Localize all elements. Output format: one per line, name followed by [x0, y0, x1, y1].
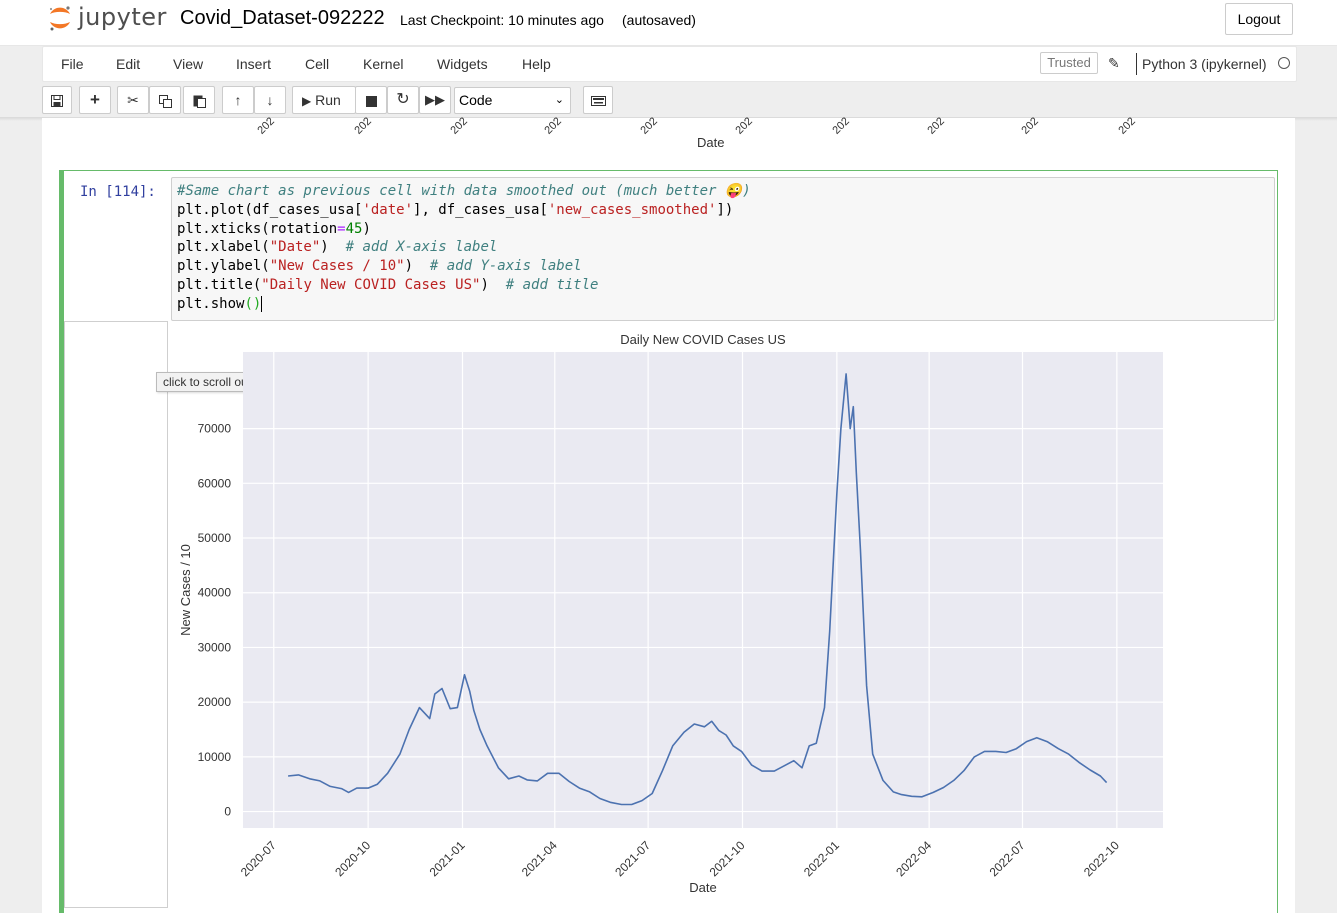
insert-cell-button[interactable]: + [79, 86, 111, 114]
move-up-button[interactable]: ↑ [222, 86, 254, 114]
interrupt-button[interactable] [355, 86, 387, 114]
code-line: plt.xticks(rotation=45) [177, 220, 371, 237]
menu-widgets[interactable]: Widgets [437, 56, 488, 72]
prev-tick-label: 202 [830, 115, 852, 137]
y-tick-label: 0 [224, 805, 231, 819]
x-tick-label: 2022-07 [987, 838, 1028, 879]
menu-file[interactable]: File [61, 56, 84, 72]
y-tick-label: 30000 [198, 640, 232, 654]
prev-tick-label: 202 [352, 115, 374, 137]
copy-button[interactable] [149, 86, 181, 114]
x-tick-label: 2022-01 [801, 838, 842, 879]
y-tick-label: 10000 [198, 750, 232, 764]
restart-run-all-button[interactable]: ▶▶ [419, 86, 451, 114]
autosave-status: (autosaved) [622, 12, 696, 28]
kernel-name[interactable]: Python 3 (ipykernel) [1142, 56, 1267, 72]
cut-button[interactable]: ✂ [117, 86, 149, 114]
save-icon [51, 95, 63, 108]
x-tick-label: 2022-10 [1081, 838, 1122, 879]
keyboard-icon [590, 96, 606, 107]
x-axis-label: Date [689, 880, 716, 895]
paste-button[interactable] [183, 86, 215, 114]
header: jupyter Covid_Dataset-092222 Last Checkp… [0, 0, 1337, 46]
toolbar: + ✂ ↑ ↓ ▶ Run ↻ ▶▶ Code ⌄ [42, 84, 1295, 117]
trusted-badge[interactable]: Trusted [1040, 52, 1098, 74]
menu-kernel[interactable]: Kernel [363, 56, 404, 72]
menu-insert[interactable]: Insert [236, 56, 272, 72]
run-label: Run [315, 92, 341, 108]
chevron-down-icon: ⌄ [554, 94, 564, 106]
paste-icon [193, 95, 206, 109]
kernel-idle-indicator-icon [1278, 57, 1290, 69]
covid-cases-chart: 0 10000 20000 30000 40000 50000 60000 70000 2020… [178, 332, 1163, 895]
y-tick-label: 70000 [198, 422, 232, 436]
save-button[interactable] [42, 86, 72, 114]
prev-x-axis-label: Date [697, 135, 725, 150]
fast-forward-icon: ▶▶ [425, 92, 445, 107]
x-tick-label: 2021-07 [612, 838, 653, 879]
menubar: File Edit View Insert Cell Kernel Widget… [42, 46, 1297, 82]
checkpoint-status: Last Checkpoint: 10 minutes ago [400, 12, 604, 28]
logout-button[interactable]: Logout [1225, 3, 1293, 35]
prev-tick-label: 202 [733, 115, 755, 137]
y-tick-label: 60000 [198, 476, 232, 490]
code-line: #Same chart as previous cell with data s… [177, 183, 751, 199]
input-prompt: In [114]: [80, 184, 156, 200]
move-down-button[interactable]: ↓ [254, 86, 286, 114]
jupyter-logo-icon [49, 6, 70, 31]
stop-icon [365, 95, 377, 107]
x-tick-label: 2021-01 [427, 838, 468, 879]
code-line: plt.ylabel("New Cases / 10") # add Y-axi… [177, 258, 582, 275]
x-tick-label: 2021-10 [707, 838, 748, 879]
jupyter-logo-text[interactable]: jupyter [78, 3, 167, 31]
pencil-icon[interactable]: ✎ [1108, 55, 1120, 71]
restart-button[interactable]: ↻ [387, 86, 419, 114]
prev-tick-label: 202 [638, 115, 660, 137]
code-editor[interactable]: #Same chart as previous cell with data s… [171, 177, 1275, 321]
restart-icon: ↻ [396, 91, 410, 108]
y-axis-label: New Cases / 10 [178, 544, 193, 636]
prev-tick-label: 202 [542, 115, 564, 137]
code-line: plt.xlabel("Date") # add X-axis label [177, 239, 498, 256]
arrow-up-icon: ↑ [234, 92, 242, 108]
play-icon: ▶ [302, 94, 312, 108]
code-line: plt.plot(df_cases_usa['date'], df_cases_… [177, 201, 734, 218]
arrow-down-icon: ↓ [266, 92, 274, 108]
chart-title: Daily New COVID Cases US [620, 332, 786, 347]
plus-icon: + [90, 90, 100, 109]
y-tick-label: 20000 [198, 695, 232, 709]
scissors-icon: ✂ [127, 92, 139, 108]
notebook-name[interactable]: Covid_Dataset-092222 [180, 7, 385, 29]
code-line: plt.title("Daily New COVID Cases US") # … [177, 276, 599, 293]
prev-tick-label: 202 [1116, 115, 1138, 137]
cell-type-value: Code [459, 92, 493, 108]
prev-tick-label: 202 [448, 115, 470, 137]
run-button[interactable]: ▶ Run [292, 86, 356, 114]
cell-type-select[interactable]: Code ⌄ [454, 87, 571, 114]
x-tick-label: 2021-04 [519, 838, 560, 879]
x-tick-label: 2020-07 [238, 838, 279, 879]
y-tick-label: 40000 [198, 586, 232, 600]
kernel-separator [1136, 53, 1137, 75]
output-prompt-area[interactable] [64, 321, 168, 908]
command-palette-button[interactable] [583, 86, 613, 114]
x-tick-label: 2020-10 [332, 838, 373, 879]
previous-output-axis: 202 202 202 202 202 202 202 202 202 202 … [42, 115, 1295, 158]
code-line: plt.show() [177, 295, 263, 312]
menu-edit[interactable]: Edit [116, 56, 141, 72]
x-tick-label: 2022-04 [893, 838, 934, 879]
series-line [288, 373, 1108, 806]
y-tick-label: 50000 [198, 531, 232, 545]
prev-tick-label: 202 [925, 115, 947, 137]
plot-area [243, 352, 1163, 828]
prev-tick-label: 202 [255, 115, 277, 137]
prev-tick-label: 202 [1019, 115, 1041, 137]
text-cursor [261, 295, 263, 312]
copy-icon [158, 94, 172, 108]
menu-cell[interactable]: Cell [305, 56, 330, 72]
menu-view[interactable]: View [173, 56, 204, 72]
code-cell[interactable]: In [114]: #Same chart as previous cell w… [59, 170, 1278, 913]
menu-help[interactable]: Help [522, 56, 551, 72]
